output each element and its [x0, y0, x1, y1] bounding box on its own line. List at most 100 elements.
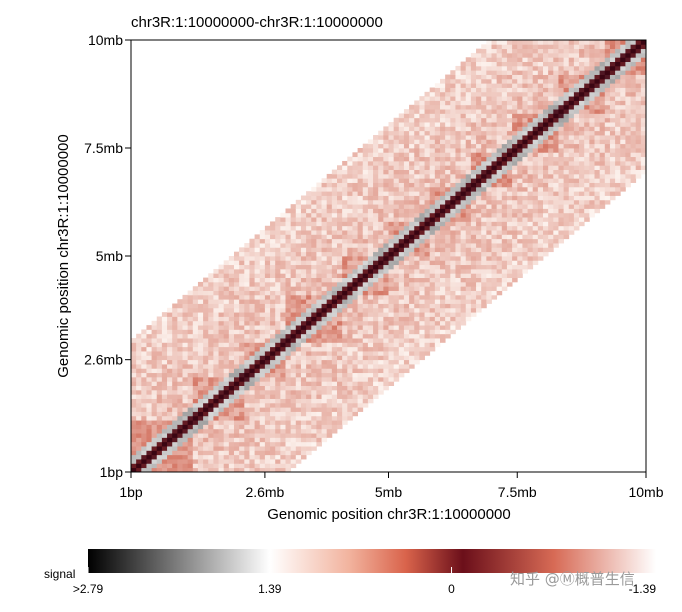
heatmap-cell	[532, 208, 539, 214]
heatmap-cell	[228, 359, 235, 365]
heatmap-cell	[465, 160, 472, 166]
heatmap-cell	[311, 342, 317, 348]
heatmap-cell	[177, 355, 183, 361]
heatmap-cell	[337, 299, 343, 304]
heatmap-cell	[388, 173, 395, 179]
heatmap-cell	[373, 169, 379, 175]
heatmap-cell	[352, 264, 358, 270]
heatmap-cell	[208, 441, 214, 447]
heatmap-cell	[259, 260, 266, 266]
heatmap-cell	[311, 277, 317, 283]
heatmap-cell	[445, 195, 451, 201]
heatmap-cell	[403, 204, 410, 209]
heatmap-cell	[300, 260, 307, 266]
heatmap-cell	[548, 48, 554, 54]
heatmap-cell	[594, 152, 601, 158]
heatmap-cell	[337, 165, 343, 170]
heatmap-cell	[440, 225, 446, 231]
heatmap-cell	[270, 329, 276, 335]
heatmap-cell	[161, 316, 168, 322]
heatmap-cell	[481, 156, 487, 162]
heatmap-cell	[522, 217, 528, 222]
heatmap-cell	[506, 148, 513, 153]
heatmap-cell	[373, 251, 379, 257]
heatmap-cell	[182, 372, 189, 378]
heatmap-cell	[537, 122, 544, 127]
heatmap-cell	[161, 385, 168, 391]
heatmap-cell	[445, 135, 451, 140]
heatmap-cell	[532, 221, 539, 227]
heatmap-cell	[409, 230, 415, 235]
heatmap-cell	[604, 160, 611, 166]
heatmap-cell	[131, 463, 137, 469]
heatmap-cell	[362, 359, 369, 365]
heatmap-cell	[414, 277, 420, 283]
heatmap-cell	[244, 454, 250, 460]
heatmap-cell	[264, 428, 271, 434]
heatmap-cell	[440, 83, 446, 88]
heatmap-cell	[548, 217, 554, 222]
heatmap-cell	[429, 104, 436, 110]
heatmap-cell	[218, 325, 225, 330]
heatmap-cell	[553, 78, 559, 84]
heatmap-cell	[326, 251, 333, 257]
heatmap-cell	[470, 186, 477, 192]
heatmap-cell	[177, 450, 183, 456]
heatmap-cell	[352, 195, 358, 201]
heatmap-cell	[213, 294, 219, 300]
heatmap-cell	[146, 459, 152, 464]
heatmap-cell	[450, 195, 456, 201]
heatmap-cell	[151, 411, 158, 417]
heatmap-cell	[295, 437, 302, 443]
heatmap-cell	[393, 191, 400, 196]
heatmap-cell	[630, 148, 637, 153]
heatmap-cell	[584, 152, 590, 158]
heatmap-cell	[419, 165, 425, 170]
heatmap-cell	[527, 221, 534, 227]
heatmap-cell	[635, 100, 642, 106]
heatmap-cell	[450, 212, 456, 218]
heatmap-cell	[512, 256, 518, 261]
heatmap-cell	[635, 173, 642, 179]
heatmap-cell	[316, 234, 322, 240]
heatmap-cell	[424, 165, 431, 170]
heatmap-cell	[470, 139, 477, 145]
heatmap-cell	[445, 83, 451, 88]
heatmap-cell	[455, 286, 461, 291]
heatmap-cell	[486, 221, 492, 227]
heatmap-cell	[383, 307, 389, 313]
heatmap-cell	[306, 238, 312, 244]
heatmap-cell	[347, 230, 353, 235]
heatmap-cell	[311, 238, 317, 244]
heatmap-cell	[388, 299, 395, 304]
heatmap-cell	[275, 294, 281, 300]
heatmap-cell	[373, 156, 379, 162]
heatmap-cell	[409, 320, 415, 326]
heatmap-cell	[223, 420, 230, 425]
heatmap-cell	[228, 467, 235, 473]
heatmap-cell	[264, 277, 271, 283]
heatmap-cell	[275, 463, 281, 469]
heatmap-cell	[249, 441, 255, 447]
heatmap-cell	[228, 415, 235, 421]
heatmap-cell	[156, 364, 163, 369]
heatmap-cell	[532, 65, 539, 71]
heatmap-cell	[373, 372, 379, 378]
heatmap-cell	[537, 247, 544, 253]
heatmap-cell	[285, 372, 292, 378]
heatmap-cell	[167, 407, 173, 412]
heatmap-cell	[527, 251, 534, 257]
heatmap-cell	[599, 117, 606, 123]
heatmap-cell	[311, 256, 317, 261]
heatmap-cell	[295, 424, 302, 430]
heatmap-cell	[321, 294, 328, 300]
heatmap-cell	[594, 113, 601, 119]
heatmap-cell	[316, 243, 322, 248]
heatmap-cell	[383, 243, 389, 248]
heatmap-cell	[604, 139, 611, 145]
heatmap-cell	[373, 286, 379, 291]
heatmap-cell	[496, 160, 503, 166]
heatmap-cell	[403, 113, 410, 119]
heatmap-cell	[398, 186, 405, 192]
heatmap-cell	[280, 230, 286, 235]
